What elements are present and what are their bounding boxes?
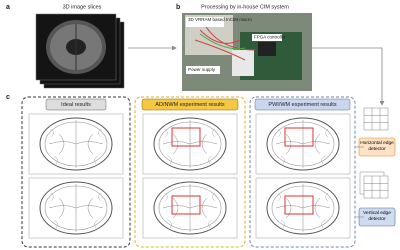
panel-title: Processing by in-house CIM system — [201, 4, 289, 10]
arrow — [312, 47, 385, 106]
column-frame — [134, 96, 246, 248]
photo-label: 3D VRRAM based InCIM macro — [188, 17, 252, 22]
column-title: AD/NWM experiment results — [155, 102, 225, 108]
column-frame — [21, 96, 131, 248]
column-header — [254, 98, 351, 111]
column-header — [141, 98, 239, 111]
detector-label: Vertical edge detector — [363, 211, 391, 222]
column-title: PWI/WM experiment results — [268, 102, 336, 108]
panel-letter: b — [176, 4, 180, 11]
mri-stack — [35, 13, 125, 89]
system-photo — [182, 13, 312, 91]
column-header — [45, 98, 107, 111]
column-title: Ideal results — [61, 102, 91, 108]
photo-label: Power supply — [188, 67, 216, 72]
result-images — [28, 113, 351, 239]
panel-letter: a — [6, 4, 10, 11]
panel-title: 3D image slices — [63, 4, 102, 10]
column-frame — [249, 96, 356, 248]
detector-grid — [359, 107, 389, 199]
detector-label: Horizontal edge detector — [360, 141, 394, 152]
photo-label: FPGA controller — [254, 35, 286, 40]
panel-letter: c — [6, 94, 10, 101]
